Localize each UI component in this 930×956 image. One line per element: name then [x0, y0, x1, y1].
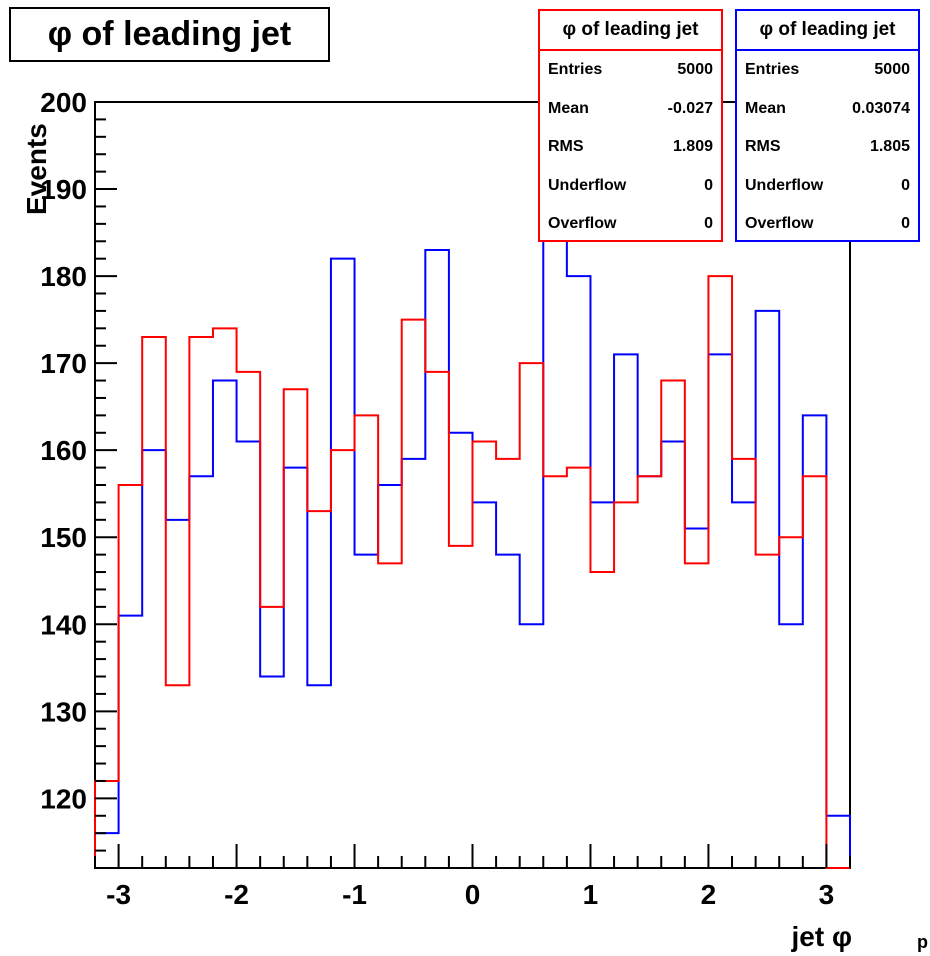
- y-tick-label: 120: [40, 783, 87, 814]
- x-axis-label: jet φ: [791, 921, 852, 952]
- stats-row-underflow: Underflow 0: [745, 176, 910, 194]
- histogram-title: φ of leading jet: [9, 7, 330, 62]
- y-tick-label: 170: [40, 348, 87, 379]
- y-tick-label: 160: [40, 435, 87, 466]
- x-tick-label: 2: [701, 879, 717, 910]
- y-tick-label: 140: [40, 609, 87, 640]
- x-tick-label: -3: [106, 879, 131, 910]
- y-axis-label: Events: [21, 123, 52, 215]
- stats-row-underflow: Underflow 0: [548, 176, 713, 194]
- y-tick-label: 150: [40, 522, 87, 553]
- y-tick-label: 200: [40, 87, 87, 118]
- stats-box-title: φ of leading jet: [737, 11, 918, 51]
- stats-box-blue: φ of leading jet Entries 5000 Mean 0.03074…: [735, 9, 920, 242]
- y-tick-label: 180: [40, 261, 87, 292]
- stats-row-overflow: Overflow 0: [548, 215, 713, 232]
- x-tick-label: 0: [465, 879, 481, 910]
- tick-label-layer: -3 -2 -1 0 1 2 3 120 130 140 150 160 170 180 190 200: [40, 87, 834, 910]
- tick-layer: [94, 101, 851, 869]
- stats-row-mean: Mean -0.027: [548, 99, 713, 117]
- stats-row-mean: Mean 0.03074: [745, 99, 910, 117]
- series-layer: [94, 153, 851, 869]
- x-tick-label: 1: [583, 879, 599, 910]
- y-tick-label: 190: [40, 174, 87, 205]
- stats-box-red: φ of leading jet Entries 5000 Mean -0.027 …: [538, 9, 723, 242]
- stats-row-rms: RMS 1.805: [745, 138, 910, 155]
- x-tick-label: 3: [819, 879, 835, 910]
- x-tick-label: -2: [224, 879, 249, 910]
- stats-row-entries: Entries 5000: [745, 61, 910, 78]
- stats-row-entries: Entries 5000: [548, 61, 713, 78]
- stats-row-overflow: Overflow 0: [745, 215, 910, 232]
- stats-box-title: φ of leading jet: [540, 11, 721, 51]
- corner-text: p: [917, 932, 928, 952]
- y-tick-label: 130: [40, 696, 87, 727]
- stats-row-rms: RMS 1.809: [548, 138, 713, 155]
- histogram-series-1: [94, 275, 850, 869]
- x-tick-label: -1: [342, 879, 367, 910]
